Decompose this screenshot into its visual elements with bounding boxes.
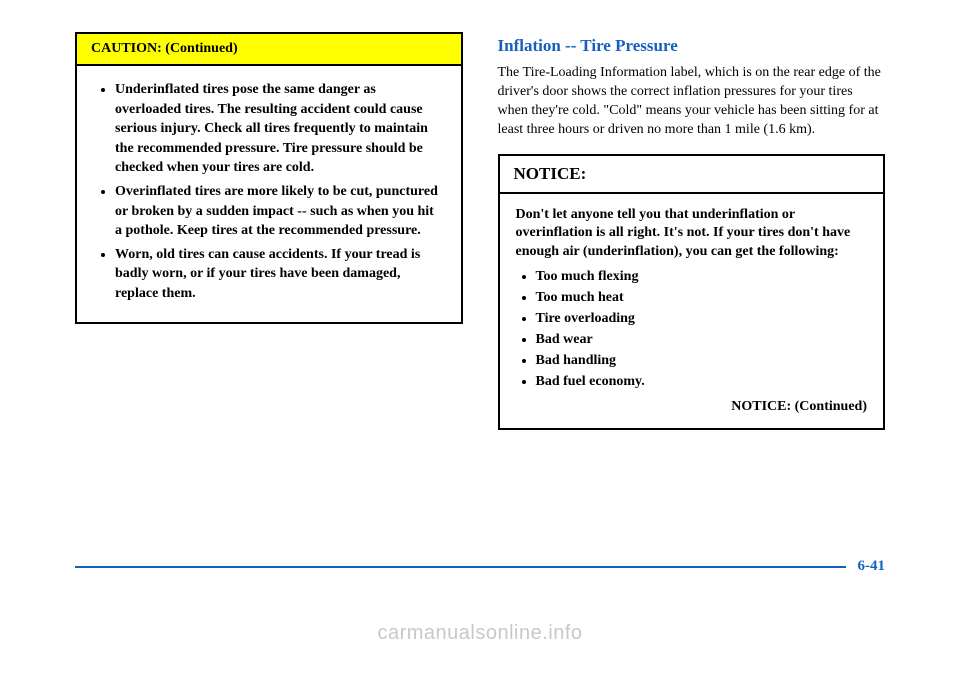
left-column: CAUTION: (Continued) Underinflated tires… — [75, 30, 463, 430]
notice-box: NOTICE: Don't let anyone tell you that u… — [498, 154, 886, 431]
watermark: carmanualsonline.info — [0, 622, 960, 645]
caution-header: CAUTION: (Continued) — [77, 34, 461, 66]
notice-continued: NOTICE: (Continued) — [516, 398, 868, 417]
notice-list: Too much flexing Too much heat Tire over… — [516, 268, 868, 391]
content-columns: CAUTION: (Continued) Underinflated tires… — [75, 30, 885, 430]
caution-box: CAUTION: (Continued) Underinflated tires… — [75, 32, 463, 324]
body-paragraph: The Tire-Loading Information label, whic… — [498, 64, 886, 140]
notice-body: Don't let anyone tell you that underinfl… — [500, 194, 884, 429]
notice-item: Bad handling — [536, 352, 868, 371]
notice-intro: Don't let anyone tell you that underinfl… — [516, 206, 868, 263]
section-heading: Inflation -- Tire Pressure — [498, 36, 886, 56]
caution-item: Worn, old tires can cause accidents. If … — [115, 245, 443, 304]
page-number: 6-41 — [846, 558, 886, 575]
page-footer: 6-41 — [75, 558, 885, 575]
notice-item: Too much flexing — [536, 268, 868, 287]
caution-item: Overinflated tires are more likely to be… — [115, 182, 443, 241]
notice-item: Bad wear — [536, 331, 868, 350]
notice-item: Bad fuel economy. — [536, 373, 868, 392]
caution-body: Underinflated tires pose the same danger… — [77, 66, 461, 322]
notice-item: Tire overloading — [536, 310, 868, 329]
notice-item: Too much heat — [536, 289, 868, 308]
notice-header: NOTICE: — [500, 156, 884, 194]
caution-item: Underinflated tires pose the same danger… — [115, 80, 443, 178]
right-column: Inflation -- Tire Pressure The Tire-Load… — [498, 30, 886, 430]
footer-rule — [75, 566, 846, 568]
caution-list: Underinflated tires pose the same danger… — [95, 80, 443, 304]
page-container: CAUTION: (Continued) Underinflated tires… — [0, 0, 960, 675]
